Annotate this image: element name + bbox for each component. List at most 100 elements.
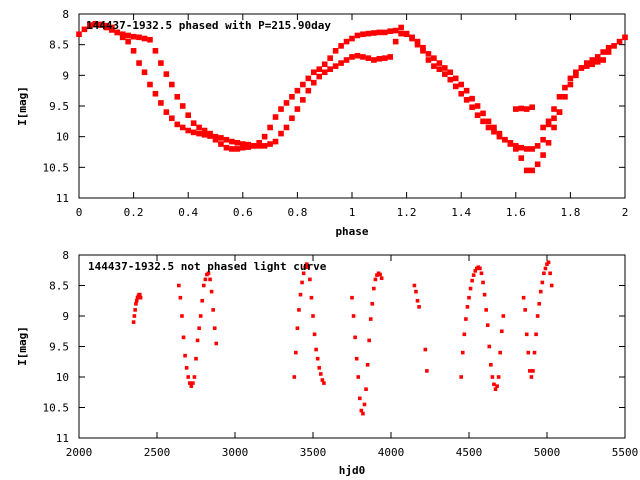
data-point (616, 38, 623, 45)
data-point (499, 329, 504, 334)
y-tick-label: 8 (62, 8, 69, 21)
data-point (452, 75, 459, 82)
data-point (583, 63, 590, 69)
data-point (321, 69, 328, 76)
data-point (218, 135, 224, 141)
data-point (202, 283, 206, 288)
data-point (365, 30, 372, 37)
data-points (131, 260, 554, 416)
data-point (540, 124, 546, 131)
unphased-light-curve-chart: 2000 2500 3000 3500 4000 4500 5000 5500 8 8.5 9 9.… (16, 249, 638, 477)
data-point (480, 118, 486, 125)
data-point (442, 65, 448, 71)
data-point (378, 272, 382, 277)
data-point (513, 143, 519, 149)
data-point (549, 283, 554, 288)
data-point (141, 35, 148, 42)
data-point (442, 71, 448, 77)
data-point (158, 60, 164, 66)
data-point (360, 54, 366, 60)
data-point (332, 48, 339, 54)
data-point (379, 276, 384, 280)
data-point (152, 48, 159, 54)
data-point (502, 136, 508, 143)
data-point (469, 104, 475, 111)
data-point (458, 81, 464, 88)
data-point (529, 375, 534, 379)
data-point (398, 30, 404, 37)
x-tick-label: 4500 (456, 446, 483, 459)
data-point (184, 366, 189, 370)
data-point (309, 295, 314, 300)
data-point (177, 283, 181, 288)
data-point (181, 335, 186, 340)
x-tick-label: 3000 (222, 446, 249, 459)
data-point (605, 44, 612, 51)
x-tick-label: 4000 (378, 446, 405, 459)
data-point (485, 323, 490, 327)
data-point (436, 66, 443, 72)
data-point (545, 118, 552, 125)
data-point (537, 302, 541, 306)
data-point (108, 27, 115, 33)
data-point (381, 29, 388, 36)
y-tick-label: 9 (62, 69, 69, 82)
data-point (141, 69, 148, 76)
tick-marks (78, 254, 626, 439)
data-point (189, 384, 194, 388)
data-point (283, 100, 290, 106)
data-point (545, 121, 552, 128)
x-tick-label: 0.6 (233, 206, 253, 219)
data-point (201, 127, 208, 134)
data-point (163, 109, 170, 115)
data-point (528, 369, 532, 373)
data-point (518, 105, 525, 112)
x-tick-label: 1.2 (397, 206, 417, 219)
data-point (463, 97, 470, 103)
tick-marks (78, 13, 626, 199)
data-point (551, 106, 557, 112)
data-point (412, 283, 417, 288)
data-point (272, 114, 279, 120)
data-point (518, 155, 525, 161)
data-point (423, 347, 428, 352)
y-tick-label: 9.5 (49, 341, 69, 354)
y-tick-label: 10 (56, 371, 69, 384)
data-point (312, 332, 317, 337)
data-point (414, 38, 421, 45)
data-point (491, 124, 497, 131)
plot-frame (78, 13, 626, 199)
x-tick-label: 5500 (612, 446, 639, 459)
data-point (354, 32, 361, 39)
data-point (338, 43, 344, 49)
data-point (229, 138, 235, 145)
data-point (179, 124, 186, 131)
data-point (371, 30, 377, 36)
data-point (191, 381, 195, 385)
data-point (214, 341, 219, 346)
data-point (492, 382, 496, 387)
x-tick-label: 0.4 (178, 206, 198, 219)
data-point (196, 124, 202, 131)
phased-light-curve-chart: 0 0.2 0.4 0.6 0.8 1 1.2 1.4 1.6 1.8 2 8 8.5 9 9.5 10 10… (16, 8, 628, 238)
data-point (415, 298, 420, 303)
data-point (267, 124, 273, 131)
data-point (158, 100, 164, 106)
data-point (622, 34, 628, 41)
data-point (538, 289, 543, 294)
y-tick-label: 9 (62, 310, 69, 323)
data-point (256, 140, 262, 146)
data-point (310, 79, 317, 86)
data-point (573, 72, 579, 79)
data-point (125, 38, 131, 45)
data-point (327, 66, 333, 72)
data-point (375, 273, 379, 277)
data-point (367, 338, 371, 343)
x-tick-label: 3500 (300, 446, 327, 459)
data-point (479, 271, 484, 276)
data-point (551, 124, 557, 131)
data-points (76, 21, 628, 174)
data-point (392, 27, 399, 34)
data-point (513, 146, 519, 152)
data-point (200, 298, 205, 303)
